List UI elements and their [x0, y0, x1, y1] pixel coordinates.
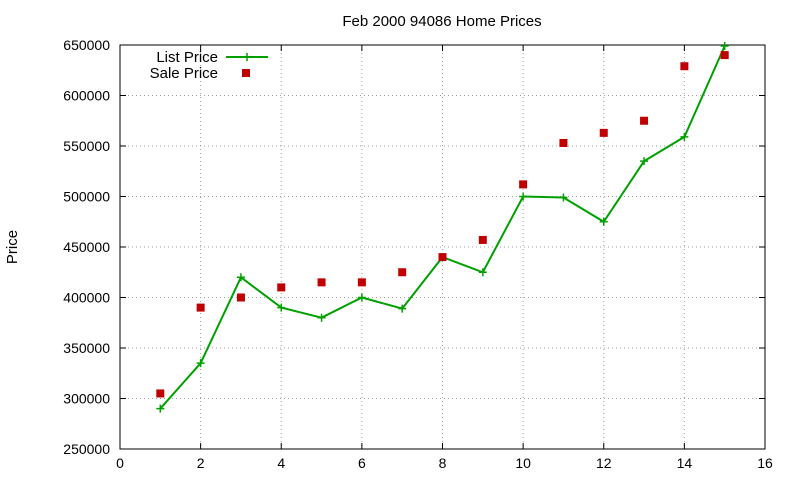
x-tick-label: 14 — [677, 455, 693, 471]
data-point — [156, 404, 165, 413]
plot-border — [119, 44, 766, 450]
y-tick-label: 650000 — [63, 37, 110, 53]
series — [156, 42, 729, 413]
legend-marker — [243, 53, 251, 61]
data-point — [196, 303, 205, 312]
y-tick-label: 550000 — [63, 138, 110, 154]
data-point — [317, 278, 326, 287]
x-tick-label: 8 — [439, 455, 447, 471]
y-tick-label: 300000 — [63, 391, 110, 407]
y-tick-label: 500000 — [63, 189, 110, 205]
series-line — [159, 45, 726, 410]
data-point — [559, 138, 568, 147]
data-point — [398, 304, 407, 313]
data-point — [640, 116, 649, 125]
legend-marker — [242, 69, 250, 77]
y-axis-label: Price — [4, 230, 21, 264]
data-point — [236, 293, 245, 302]
data-point — [640, 157, 649, 166]
data-point — [156, 389, 165, 398]
y-tick-label: 600000 — [63, 88, 110, 104]
chart-title: Feb 2000 94086 Home Prices — [342, 13, 541, 30]
x-tick-label: 10 — [515, 455, 531, 471]
x-tick-label: 4 — [277, 455, 285, 471]
data-point — [277, 303, 286, 312]
legend-label: List Price — [156, 49, 218, 66]
data-point — [720, 51, 729, 60]
data-point — [196, 359, 205, 368]
data-point — [277, 283, 286, 292]
data-point — [720, 42, 729, 51]
legend-entry: List Price — [156, 49, 268, 66]
legend-label: Sale Price — [150, 65, 218, 82]
data-point — [519, 192, 528, 201]
data-point — [438, 253, 447, 262]
data-point — [317, 313, 326, 322]
x-tick-label: 6 — [358, 455, 366, 471]
data-point — [236, 273, 245, 282]
x-tick-label: 16 — [757, 455, 773, 471]
y-tick-label: 350000 — [63, 340, 110, 356]
data-point — [357, 278, 366, 287]
y-tick-label: 250000 — [63, 441, 110, 457]
data-point — [599, 217, 608, 226]
x-tick-label: 12 — [596, 455, 612, 471]
x-tick-label: 2 — [197, 455, 205, 471]
x-tick-label: 0 — [116, 455, 124, 471]
data-point — [478, 268, 487, 277]
legend-entry: Sale Price — [150, 65, 250, 82]
y-tick-label: 450000 — [63, 239, 110, 255]
series-2 — [156, 51, 729, 398]
data-point — [680, 132, 689, 141]
y-tick-label: 400000 — [63, 290, 110, 306]
axis-ticks: 0 2 4 6 8 10 12 14 16 250000 300000 350000 400000 450… — [63, 37, 773, 471]
data-point — [519, 180, 528, 189]
grid — [120, 45, 765, 449]
data-point — [680, 62, 689, 71]
data-point — [599, 128, 608, 137]
data-point — [398, 268, 407, 277]
data-point — [357, 293, 366, 302]
data-point — [559, 193, 568, 202]
data-point — [478, 235, 487, 244]
